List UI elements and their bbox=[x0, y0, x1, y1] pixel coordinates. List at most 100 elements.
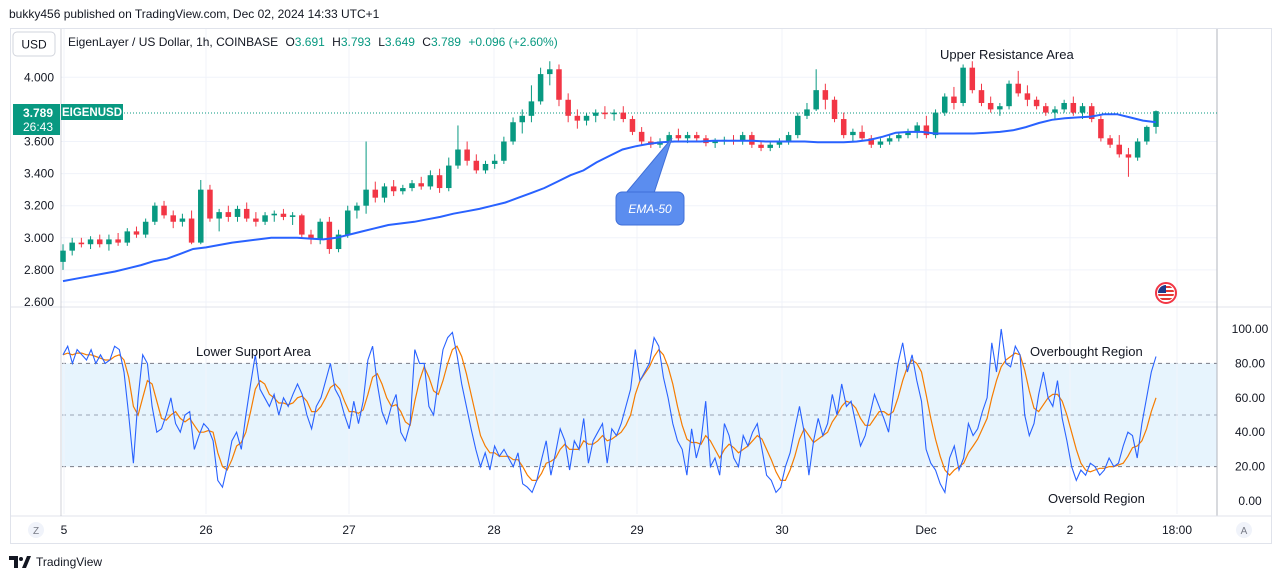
candle bbox=[565, 93, 571, 123]
chart-canvas[interactable]: 2.600 2.800 3.000 3.200 3.400 3.600 4.000 0.00… bbox=[0, 0, 1281, 550]
candle bbox=[152, 202, 158, 225]
ema-50-line bbox=[62, 113, 1157, 283]
close-value: 3.789 bbox=[431, 35, 461, 49]
candle-body bbox=[234, 208, 241, 217]
candle bbox=[1070, 96, 1077, 116]
candle-body bbox=[767, 144, 773, 148]
candle bbox=[381, 183, 388, 203]
last-price-badge: 3.789 26:43 EIGENUSD bbox=[13, 104, 123, 135]
candle-body bbox=[372, 189, 379, 198]
candle bbox=[207, 184, 213, 222]
candle-body bbox=[106, 239, 112, 245]
candle-body bbox=[547, 69, 553, 75]
candle bbox=[69, 237, 75, 256]
high-value: 3.793 bbox=[341, 35, 371, 49]
rsi-ma-line bbox=[62, 345, 1157, 481]
candle bbox=[216, 208, 222, 232]
auto-scale-button[interactable]: A bbox=[1236, 522, 1252, 538]
candle-body bbox=[556, 69, 562, 100]
candle bbox=[1088, 102, 1095, 123]
rsi-tick-label: 80.00 bbox=[1235, 356, 1265, 370]
candle-body bbox=[455, 149, 461, 166]
time-tick-label: 30 bbox=[775, 523, 789, 537]
time-tick-label: 27 bbox=[342, 523, 356, 537]
candle-body bbox=[1125, 154, 1132, 158]
candle-body bbox=[1033, 99, 1040, 107]
candle-body bbox=[409, 183, 415, 189]
candle bbox=[436, 168, 443, 193]
candle bbox=[592, 109, 599, 123]
time-axis: 5 26 27 28 29 30 Dec 2 18:00 bbox=[61, 523, 1193, 537]
candle-body bbox=[482, 163, 489, 171]
candle-body bbox=[344, 210, 351, 235]
candle-body bbox=[1153, 111, 1159, 127]
candle bbox=[198, 180, 204, 245]
candle bbox=[1006, 80, 1012, 110]
candle-body bbox=[776, 141, 783, 145]
candle-body bbox=[1006, 83, 1012, 107]
candle bbox=[464, 141, 470, 166]
candle-body bbox=[271, 213, 278, 216]
candle bbox=[344, 205, 351, 238]
candle bbox=[280, 208, 287, 221]
candle-body bbox=[951, 96, 957, 103]
candle bbox=[519, 109, 525, 134]
candle bbox=[326, 216, 333, 254]
auto-label: A bbox=[1241, 526, 1248, 537]
candle bbox=[611, 109, 617, 121]
candle bbox=[1052, 106, 1058, 120]
candle bbox=[1043, 102, 1049, 116]
candle-body bbox=[152, 205, 158, 222]
price-axis: 2.600 2.800 3.000 3.200 3.400 3.600 4.000 bbox=[24, 70, 54, 309]
candle bbox=[96, 234, 103, 248]
low-label: L bbox=[378, 35, 385, 49]
candle bbox=[1144, 125, 1150, 145]
economic-events-icon[interactable] bbox=[1155, 282, 1177, 304]
candle bbox=[831, 96, 838, 123]
candle bbox=[813, 69, 819, 112]
time-tick-label: Dec bbox=[915, 523, 936, 537]
candle-body bbox=[583, 115, 590, 121]
candle bbox=[923, 115, 930, 139]
candle-body bbox=[436, 175, 443, 189]
candle-body bbox=[914, 125, 920, 132]
time-tick-label: 29 bbox=[630, 523, 644, 537]
candle bbox=[583, 112, 590, 126]
candle-body bbox=[427, 175, 434, 187]
candle bbox=[446, 157, 452, 192]
ticker-tag: EIGENUSD bbox=[62, 107, 122, 119]
candle-body bbox=[1107, 138, 1113, 145]
candle bbox=[602, 106, 608, 120]
candle bbox=[317, 218, 323, 245]
candle bbox=[840, 112, 847, 139]
time-tick-label: 2 bbox=[1067, 523, 1074, 537]
candle-body bbox=[390, 186, 397, 192]
candle bbox=[905, 128, 911, 139]
candle-body bbox=[1024, 93, 1031, 100]
candle-body bbox=[987, 102, 994, 110]
zoom-label: Z bbox=[33, 526, 39, 537]
candle-body bbox=[997, 106, 1003, 110]
candle-body bbox=[712, 141, 718, 144]
candle-body bbox=[216, 212, 222, 219]
currency-button[interactable]: USD bbox=[12, 31, 56, 57]
candle-body bbox=[317, 221, 323, 240]
tradingview-logo-icon bbox=[9, 556, 31, 568]
candle-body bbox=[1043, 106, 1049, 113]
candle bbox=[455, 125, 461, 169]
candlesticks bbox=[60, 61, 1159, 270]
candle-body bbox=[1116, 144, 1123, 155]
candle bbox=[822, 83, 829, 110]
candle-body bbox=[446, 165, 452, 189]
change-value: +0.096 (+2.60%) bbox=[468, 35, 557, 49]
upper-resistance-label: Upper Resistance Area bbox=[940, 47, 1074, 62]
candle-body bbox=[804, 109, 810, 116]
candle bbox=[1033, 96, 1040, 110]
zoom-reset-button[interactable]: Z bbox=[28, 522, 44, 538]
time-tick-label: 18:00 bbox=[1162, 523, 1192, 537]
tradingview-logo[interactable]: TradingView bbox=[9, 548, 102, 576]
candle-body bbox=[207, 189, 213, 219]
candle-body bbox=[620, 112, 627, 120]
candle bbox=[951, 86, 957, 110]
candle-body bbox=[666, 135, 672, 142]
